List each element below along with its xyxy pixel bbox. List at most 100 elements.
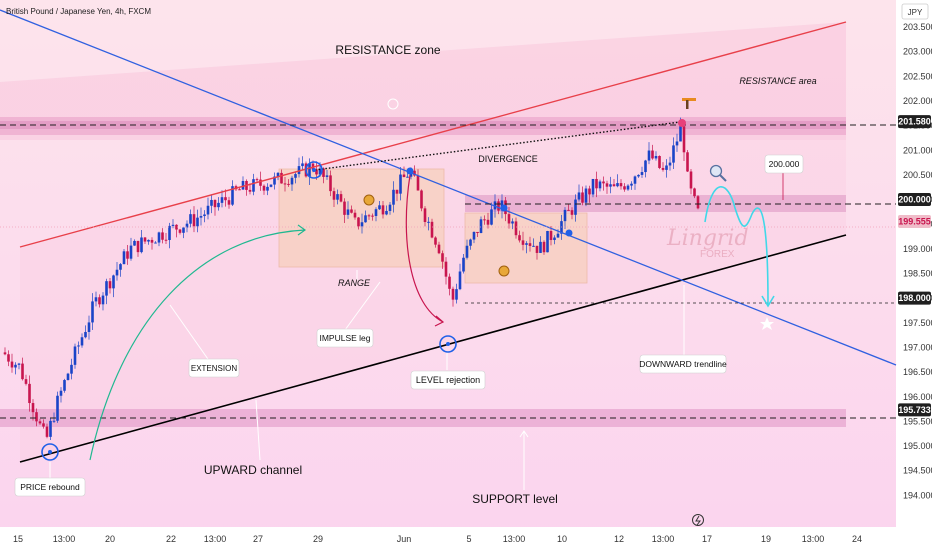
candle-body [570, 210, 574, 215]
candle-body [423, 208, 427, 222]
time-tick-label: 13:00 [204, 534, 227, 544]
candle-body [507, 214, 511, 224]
candle-body [609, 184, 612, 187]
candle-body [252, 179, 255, 192]
candle-body [437, 244, 441, 254]
downward-trendline [0, 9, 897, 366]
svg-text:195.733: 195.733 [898, 405, 931, 415]
impulse-arrowhead [434, 315, 445, 327]
time-tick-label: 10 [557, 534, 567, 544]
candle-body [17, 363, 21, 365]
candle-body [21, 363, 24, 380]
chart-background [0, 0, 896, 550]
magnifier-icon [709, 164, 723, 178]
price-tick-label: 196.500 [903, 367, 932, 377]
candle-body [374, 209, 378, 216]
candle-body [469, 239, 472, 246]
candle-body [189, 214, 192, 224]
range-box-right [464, 212, 588, 284]
candle-body [276, 172, 280, 177]
resistance-zone-label: RESISTANCE zone [335, 43, 440, 57]
candle-body [658, 155, 661, 168]
impulse-pointer [344, 281, 381, 331]
candle-body [280, 172, 283, 184]
candle-body [574, 199, 577, 215]
candle-body [7, 354, 10, 362]
candle-body [528, 243, 532, 246]
candle-body [192, 214, 196, 227]
candle-body [353, 212, 357, 218]
candle-body [420, 190, 423, 209]
time-axis[interactable]: 15 13:00 20 22 13:00 27 29 Jun 5 13:00 10 12 13:00 17… [13, 534, 862, 544]
candle-body [126, 251, 129, 259]
alert-icon [387, 98, 399, 110]
candle-body [451, 288, 455, 300]
candle-body [24, 379, 28, 384]
candle-body [644, 160, 647, 173]
candle-body [427, 221, 430, 223]
candle-body [241, 180, 245, 190]
candle-body [154, 242, 157, 244]
candle-body [42, 423, 45, 427]
candle-body [483, 219, 486, 221]
symbol-title[interactable]: British Pound / Japanese Yen, 4h, FXCM [6, 7, 151, 16]
candle-body [360, 222, 364, 227]
price-tick-label: 199.000 [903, 244, 932, 254]
candle-body [98, 297, 101, 305]
time-tick-label: 20 [105, 534, 115, 544]
candle-body [112, 275, 115, 289]
candle-body [150, 239, 154, 243]
candle-body [679, 126, 682, 142]
time-tick-label: 13:00 [53, 534, 76, 544]
candle-body [210, 199, 213, 206]
rebound-circle-marker [41, 443, 59, 461]
candle-body [350, 209, 353, 213]
candle-body [371, 215, 374, 217]
candle-body [336, 194, 339, 200]
time-tick-label: 13:00 [802, 534, 825, 544]
candle-body [168, 225, 171, 241]
support-level-label: SUPPORT level [472, 492, 558, 506]
candle-body [665, 165, 668, 170]
candle-body [385, 210, 388, 215]
price-tick-label: 202.500 [903, 71, 932, 81]
candle-body [35, 412, 38, 422]
time-tick-label: 12 [614, 534, 624, 544]
candle-body [164, 239, 168, 241]
price-tick-label: 202.000 [903, 96, 932, 106]
candle-body [539, 241, 542, 253]
divergence-label: DIVERGENCE [478, 154, 538, 164]
projection-path [704, 186, 769, 306]
currency-badge[interactable] [901, 3, 929, 20]
price-label-resistance-top: 201.580 [898, 115, 931, 129]
candle-body [346, 209, 350, 215]
candle-body [28, 383, 31, 404]
rejection-dot [446, 342, 450, 346]
price-axis-panel [896, 0, 932, 550]
candle-body [73, 346, 77, 365]
price-tick-label: 200.500 [903, 170, 932, 180]
candle-body [518, 235, 521, 241]
candle-body [595, 178, 598, 189]
candle-body [406, 176, 409, 178]
impulse-leg-callout: IMPULSE leg [316, 328, 374, 348]
downward-trendline-callout: DOWNWARD trendline [639, 354, 727, 374]
candle-body [581, 192, 584, 203]
candle-body [623, 186, 626, 190]
candle-body [3, 352, 7, 355]
price-tick-label: 203.000 [903, 47, 932, 57]
candle-body [66, 373, 70, 381]
candle-body [567, 209, 570, 211]
candle-body [220, 197, 224, 203]
candle-body [619, 183, 623, 187]
candle-body [591, 178, 595, 195]
candle-body [31, 403, 35, 413]
candle-body [444, 261, 448, 277]
target-callout: 200.000 [764, 154, 804, 174]
candle-body [616, 183, 619, 187]
level-rejection-label: LEVEL rejection [416, 375, 480, 385]
downward-trendline-label: DOWNWARD trendline [639, 359, 727, 369]
candle-body [255, 179, 259, 181]
candle-body [59, 390, 63, 396]
